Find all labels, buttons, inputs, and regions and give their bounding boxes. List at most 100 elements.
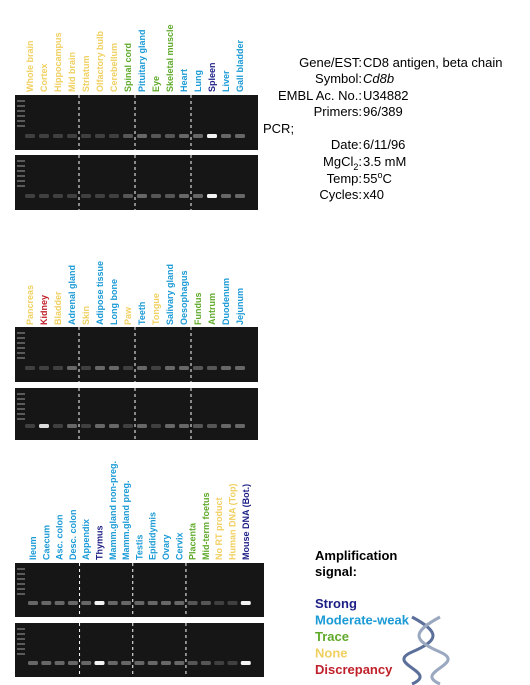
band — [28, 601, 38, 605]
lane-label: Hippocampus — [53, 32, 63, 92]
band — [39, 134, 49, 138]
band — [25, 194, 35, 198]
lane-label: Mamm.gland preg. — [121, 480, 131, 560]
lane-label: Mouse DNA (Bot.) — [241, 484, 251, 560]
lane-label: Epididymis — [148, 512, 158, 560]
band — [240, 661, 251, 665]
lane-label: Bladder — [53, 291, 63, 325]
info-key: EMBL Ac. No.: — [278, 88, 362, 103]
band — [39, 424, 49, 428]
lane-label: Mid brain — [67, 52, 77, 92]
band — [53, 366, 63, 370]
legend-item: None — [315, 646, 348, 661]
ladder-band — [17, 573, 25, 575]
ladder-band — [17, 175, 25, 177]
lane-label: Asc. colon — [55, 514, 65, 560]
band — [147, 661, 158, 665]
band — [174, 661, 185, 665]
band — [137, 424, 147, 428]
band — [137, 134, 147, 138]
lane-label: Liver — [221, 70, 231, 92]
band — [207, 424, 217, 428]
info-value: x40 — [363, 187, 384, 202]
band — [207, 194, 217, 198]
ladder-band — [17, 413, 25, 415]
ladder-band — [17, 593, 25, 595]
info-value: U34882 — [363, 88, 409, 103]
band — [227, 661, 238, 665]
band — [187, 601, 198, 605]
value-text: U34882 — [363, 88, 409, 103]
lane-label: Mamm.gland non-preg. — [108, 461, 118, 560]
band — [67, 366, 77, 370]
band — [109, 134, 119, 138]
band — [95, 366, 105, 370]
ladder-band — [17, 347, 25, 349]
legend-item: Discrepancy — [315, 662, 393, 677]
key-tail: : — [358, 154, 362, 169]
lane-label: Kidney — [39, 295, 49, 325]
band — [121, 601, 132, 605]
band — [137, 194, 147, 198]
info-key: MgCl2: — [323, 154, 362, 172]
gel — [15, 388, 258, 440]
band — [151, 194, 161, 198]
ladder-band — [17, 332, 25, 334]
band — [28, 661, 38, 665]
key-sub: 2 — [353, 162, 358, 172]
ladder-band — [17, 100, 25, 102]
lane-label: Ileum — [28, 536, 38, 560]
band — [53, 424, 63, 428]
band — [81, 424, 91, 428]
lane-label: Caecum — [41, 525, 51, 560]
info-value: Cd8b — [363, 71, 394, 86]
lane-label: Testis — [134, 535, 144, 560]
band — [179, 194, 189, 198]
ladder-band — [17, 125, 25, 127]
band — [179, 424, 189, 428]
gel — [15, 155, 258, 210]
band — [235, 366, 245, 370]
band — [107, 661, 118, 665]
gel — [15, 327, 258, 382]
legend-title: signal: — [315, 564, 357, 579]
legend-item: Moderate-weak — [315, 613, 410, 628]
band — [123, 366, 133, 370]
lane-label: Salivary gland — [165, 264, 175, 325]
band — [95, 194, 105, 198]
lane-label: Whole brain — [25, 41, 35, 93]
value-text: x40 — [363, 187, 384, 202]
info-value: CD8 antigen, beta chain — [363, 55, 502, 70]
info-key: Cycles: — [319, 187, 362, 202]
value-text: 96/389 — [363, 104, 403, 119]
lane-label: Desc. colon — [68, 509, 78, 560]
lane-label: Jejunum — [235, 288, 245, 325]
pcr-label: PCR; — [263, 121, 294, 136]
band — [25, 366, 35, 370]
info-key: Gene/EST: — [299, 55, 362, 70]
band — [39, 194, 49, 198]
band — [227, 601, 238, 605]
lane-label: Human DNA (Top) — [228, 484, 238, 561]
band — [25, 134, 35, 138]
info-key: Date: — [331, 137, 362, 152]
lane-label: Ovary — [161, 534, 171, 560]
band — [41, 661, 52, 665]
band — [95, 134, 105, 138]
ladder-band — [17, 628, 25, 630]
key-text: EMBL Ac. No.: — [278, 88, 362, 103]
band — [41, 601, 52, 605]
band — [221, 366, 231, 370]
band — [107, 601, 118, 605]
band — [193, 134, 203, 138]
ladder-band — [17, 110, 25, 112]
band — [151, 134, 161, 138]
lane-label: Paw — [123, 306, 133, 325]
band — [94, 661, 105, 665]
band — [81, 661, 92, 665]
info-value: 6/11/96 — [363, 137, 405, 152]
band — [151, 424, 161, 428]
info-key: Symbol: — [315, 71, 362, 86]
ladder-band — [17, 638, 25, 640]
lane-label: Thymus — [95, 525, 105, 560]
